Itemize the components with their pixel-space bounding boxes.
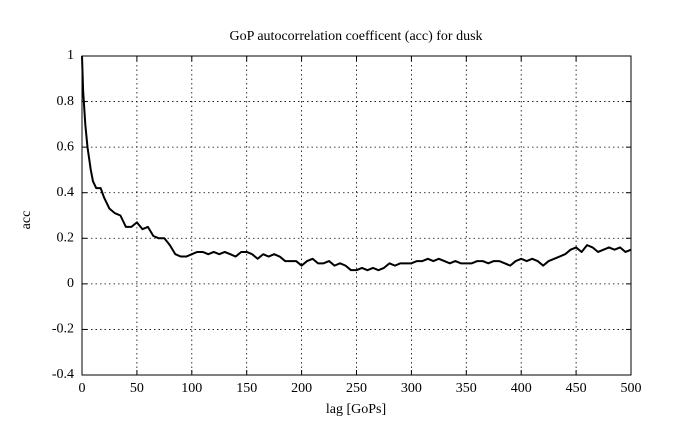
x-tick-label: 500: [621, 381, 642, 396]
y-tick-label: 0.2: [57, 231, 75, 246]
y-axis-label: acc: [19, 211, 34, 230]
y-tick-label: -0.4: [52, 367, 74, 382]
y-tick-label: 0.8: [57, 94, 75, 109]
plot-frame: [81, 55, 632, 376]
x-tick-label: 450: [566, 381, 587, 396]
x-tick-label: 300: [401, 381, 422, 396]
x-axis-label: lag [GoPs]: [326, 402, 386, 417]
x-tick-label: 50: [130, 381, 144, 396]
data-line: [81, 55, 632, 272]
x-tick-label: 150: [236, 381, 257, 396]
x-tick-label: 100: [181, 381, 202, 396]
y-tick-label: -0.2: [52, 322, 74, 337]
y-tick-label: 0.4: [57, 185, 75, 200]
y-tick-label: 0.6: [57, 139, 75, 154]
y-tick-label: 1: [67, 48, 74, 63]
x-tick-label: 400: [511, 381, 532, 396]
y-tick-label: 0: [67, 276, 74, 291]
x-tick-label: 200: [291, 381, 312, 396]
x-tick-label: 250: [346, 381, 367, 396]
x-tick-label: 0: [79, 381, 86, 396]
chart-title: GoP autocorrelation coefficent (acc) for…: [229, 29, 482, 44]
x-tick-label: 350: [456, 381, 477, 396]
